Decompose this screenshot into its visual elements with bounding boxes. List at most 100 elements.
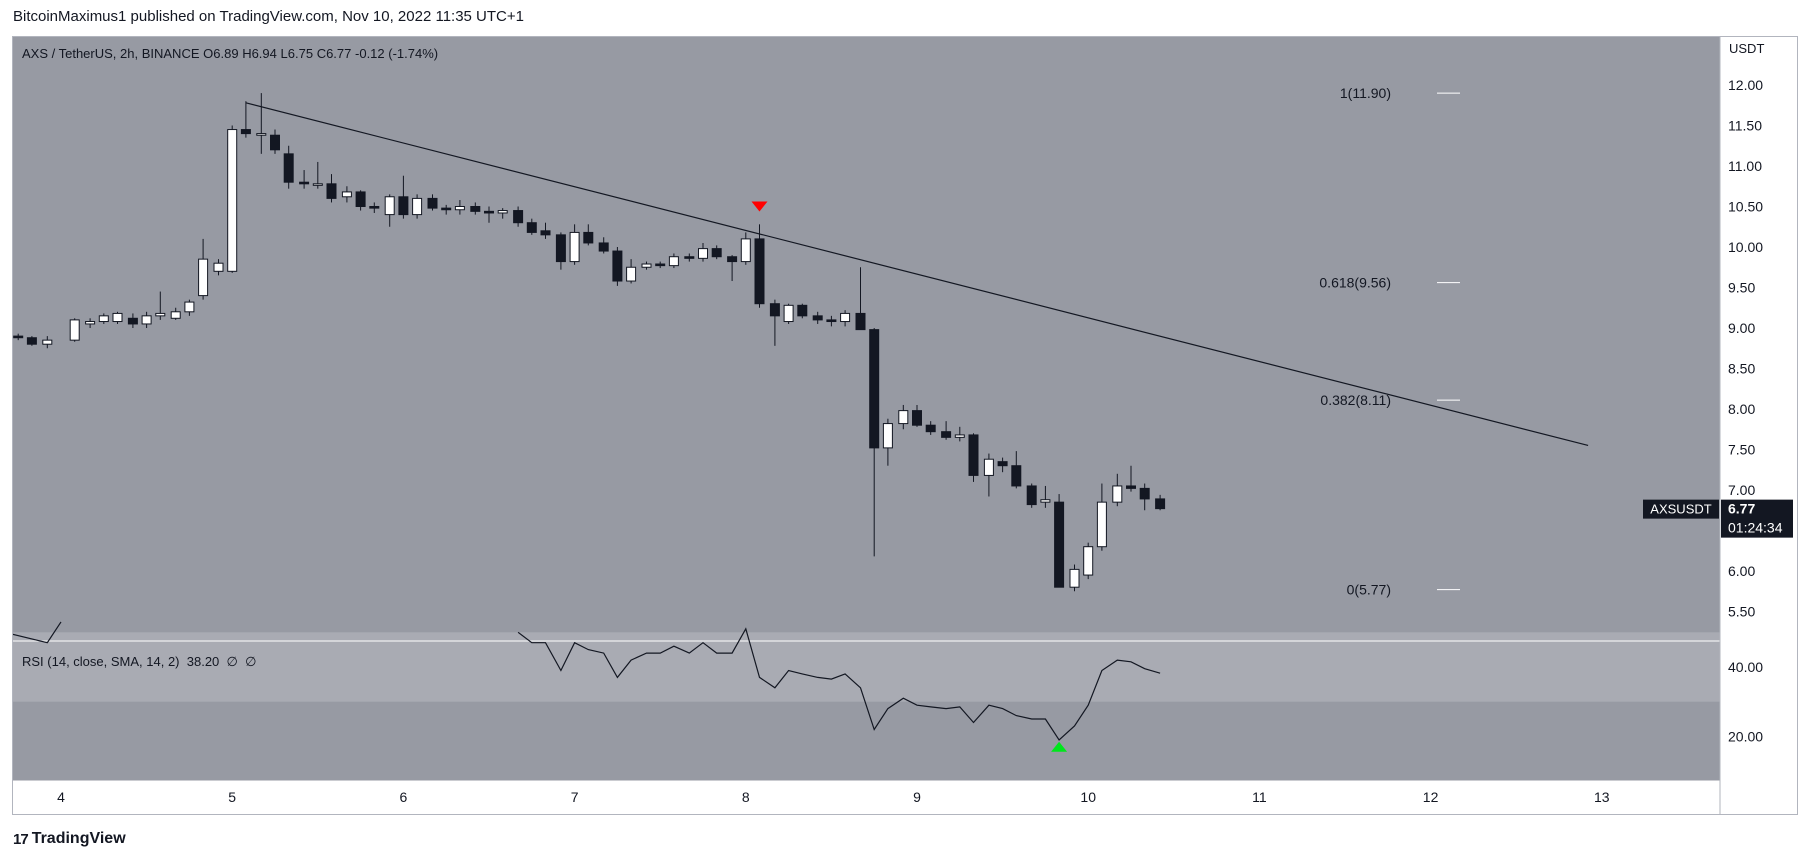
tradingview-logo-icon: 17 <box>13 830 29 848</box>
bearish-candle <box>583 231 594 244</box>
time-axis-tick: 6 <box>400 789 408 805</box>
time-axis-tick: 11 <box>1252 789 1267 805</box>
bearish-candle <box>968 434 979 476</box>
bullish-candle <box>668 256 679 267</box>
bullish-candle <box>112 312 123 323</box>
price-axis-tick: 10.50 <box>1728 199 1763 215</box>
bearish-candle <box>912 410 922 426</box>
bearish-candle <box>941 431 952 438</box>
bullish-candle <box>454 206 465 211</box>
bearish-candle <box>441 207 452 211</box>
trendline-layer[interactable] <box>245 102 1589 447</box>
price-axis-tick: 8.50 <box>1728 361 1755 377</box>
rsi-band <box>13 632 1720 702</box>
bullish-candle <box>1112 485 1123 503</box>
time-axis-tick: 5 <box>228 789 236 805</box>
markers-layer <box>751 201 1068 752</box>
bearish-candle <box>711 248 722 258</box>
price-axis-currency: USDT <box>1729 41 1764 56</box>
fibonacci-levels[interactable]: 1(11.90) 0.618(9.56) 0.382(8.11) 0(5.77) <box>1319 85 1460 598</box>
last-price-badge[interactable] <box>1721 499 1793 538</box>
chart-canvas[interactable]: 1(11.90) 0.618(9.56) 0.382(8.11) 0(5.77) US… <box>13 37 1798 815</box>
bullish-candle <box>170 311 181 319</box>
bullish-candle <box>983 458 994 476</box>
bullish-candle <box>412 197 423 216</box>
legend-high-label: H <box>242 46 252 61</box>
bullish-candle <box>312 183 323 186</box>
chart-frame[interactable]: 1(11.90) 0.618(9.56) 0.382(8.11) 0(5.77) US… <box>12 36 1798 815</box>
bearish-candle <box>526 222 537 233</box>
bearish-candle <box>684 256 695 259</box>
bullish-candle <box>213 262 224 272</box>
pane-backgrounds <box>13 37 1721 814</box>
bearish-candle <box>1026 485 1037 506</box>
bearish-candle <box>869 329 880 449</box>
bearish-candle <box>326 183 337 199</box>
publisher-header: BitcoinMaximus1 published on TradingView… <box>13 8 524 25</box>
footer-brand[interactable]: 17 TradingView <box>13 830 126 848</box>
legend-low-value: 6.75 <box>287 46 314 61</box>
fib-level-label: 0(5.77) <box>1347 582 1391 598</box>
candles-layer <box>13 93 1166 592</box>
last-price-symbol-badge[interactable] <box>1643 499 1719 519</box>
bullish-triangle-marker <box>1051 741 1068 752</box>
bearish-candle <box>855 312 866 331</box>
bullish-candle <box>840 312 851 323</box>
bearish-candle <box>1054 501 1065 588</box>
bearish-candle <box>598 242 609 252</box>
bearish-candle <box>1011 465 1022 487</box>
bearish-candle <box>369 206 380 209</box>
price-axis-tick: 9.00 <box>1728 320 1755 336</box>
legend-close-value: 6.77 <box>326 46 352 61</box>
bullish-candle <box>497 210 508 214</box>
bearish-candle <box>540 230 551 236</box>
bullish-candle <box>882 423 893 449</box>
bearish-candle <box>769 303 780 317</box>
bearish-candle <box>812 315 823 321</box>
bullish-candle <box>85 321 96 325</box>
bullish-candle <box>954 434 965 438</box>
bearish-candle <box>470 206 481 212</box>
price-axis-tick: 11.00 <box>1728 158 1762 174</box>
bullish-candle <box>1096 501 1107 548</box>
legend-symbol: AXS / TetherUS, 2h, BINANCE <box>22 46 200 61</box>
bullish-candle <box>256 133 267 136</box>
time-axis-tick: 8 <box>742 789 750 805</box>
descending-trendline[interactable] <box>245 102 1589 447</box>
rsi-line <box>517 627 1161 741</box>
bearish-candle <box>127 317 138 325</box>
bullish-candle <box>740 238 751 263</box>
rsi-value: 38.20 <box>186 654 220 669</box>
bearish-candle <box>555 234 566 263</box>
bearish-candle <box>1155 498 1166 510</box>
price-axis-tick: 12.00 <box>1728 77 1763 93</box>
legend-open-label: O <box>203 46 214 61</box>
bearish-candle <box>797 304 808 317</box>
bullish-candle <box>641 263 652 268</box>
bullish-candle <box>626 266 637 282</box>
time-axis-tick: 13 <box>1594 789 1610 805</box>
last-price-symbol: AXSUSDT <box>1650 502 1711 517</box>
bullish-candle <box>98 315 109 323</box>
bearish-candle <box>355 191 366 207</box>
rsi-extra-2: ∅ <box>245 654 257 669</box>
price-axis-tick: 8.00 <box>1728 401 1755 417</box>
footer-brand-text: TradingView <box>31 830 126 847</box>
axes-layer[interactable]: USDT 12.00 11.50 11.00 10.50 10.00 9.50 9.00 8.5… <box>57 41 1793 805</box>
fib-level-label: 1(11.90) <box>1340 85 1391 101</box>
bullish-candle <box>698 248 708 259</box>
bullish-candle <box>184 301 195 313</box>
legend-low-label: L <box>280 46 288 61</box>
fib-level-label: 0.382(8.11) <box>1320 392 1391 408</box>
legend-close-label: C <box>316 46 327 61</box>
price-axis-tick: 7.00 <box>1728 482 1755 498</box>
bearish-candle <box>1139 487 1150 500</box>
bar-countdown: 01:24:34 <box>1728 520 1783 536</box>
bullish-candle <box>1083 546 1094 576</box>
rsi-extra-1: ∅ <box>226 654 238 669</box>
legend-high-value: 6.94 <box>251 46 277 61</box>
bearish-candle <box>754 238 765 305</box>
bullish-candle <box>1069 568 1080 588</box>
time-axis-tick: 7 <box>571 789 579 805</box>
bearish-candle <box>925 424 936 433</box>
